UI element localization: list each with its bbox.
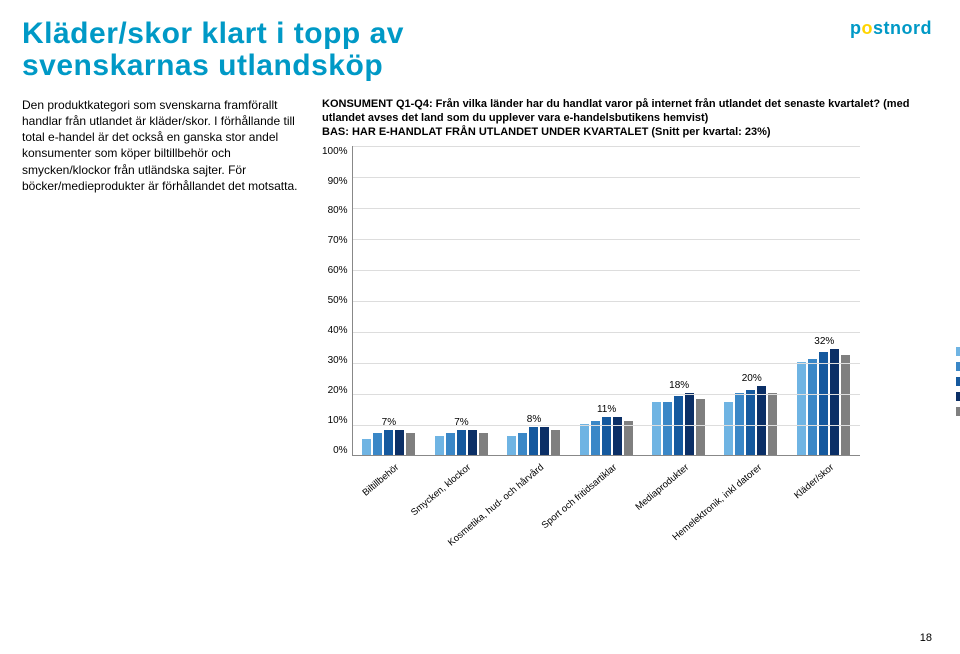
legend-swatch [956, 377, 960, 386]
y-tick-label: 40% [328, 325, 348, 336]
bar [624, 421, 633, 455]
y-tick-label: 60% [328, 265, 348, 276]
bar [551, 430, 560, 455]
gridline [353, 425, 860, 426]
chart-question-text: KONSUMENT Q1-Q4: Från vilka länder har d… [322, 97, 932, 140]
bar [652, 402, 661, 455]
y-tick-label: 30% [328, 355, 348, 366]
value-label: 20% [742, 373, 762, 384]
gridline [353, 301, 860, 302]
y-tick-label: 50% [328, 295, 348, 306]
value-label: 11% [597, 404, 616, 415]
logo-text-pre: p [850, 18, 862, 38]
bar [446, 433, 455, 455]
gridline [353, 239, 860, 240]
body-paragraph: Den produktkategori som svenskarna framf… [22, 97, 322, 576]
plot-area: 7% 7% 8% 11% 18% 20% 32% [352, 146, 860, 456]
bar [613, 417, 622, 454]
gridline [353, 332, 860, 333]
bar-chart: 100% 90% 80% 70% 60% 50% 40% 30% 20% 10% 0% 7% 7% 8%… [322, 146, 932, 576]
legend-swatch [956, 347, 960, 356]
y-tick-label: 80% [328, 205, 348, 216]
bar [768, 393, 777, 455]
x-tick-label: Kläder/skor [792, 462, 836, 501]
value-label: 18% [669, 380, 689, 391]
bar [395, 430, 404, 455]
bar [362, 439, 371, 455]
gridline [353, 146, 860, 147]
y-tick-label: 10% [328, 415, 348, 426]
legend-item: Q4 [956, 391, 960, 402]
page-title: Kläder/skor klart i topp av svenskarnas … [22, 18, 932, 83]
logo-text-post: stnord [873, 18, 932, 38]
bar [591, 421, 600, 455]
bar [518, 433, 527, 455]
legend: Q1 Q2 Q3 Q4 Årssnitt [956, 346, 960, 417]
bar [746, 390, 755, 455]
legend-item: Q3 [956, 376, 960, 387]
gridline [353, 270, 860, 271]
bar [540, 427, 549, 455]
y-tick-label: 90% [328, 176, 348, 187]
x-tick-label: Biltillbehör [360, 462, 401, 499]
legend-item: Q2 [956, 361, 960, 372]
bar [373, 433, 382, 455]
gridline [353, 208, 860, 209]
x-tick-label: Mediaprodukter [634, 462, 692, 513]
bar [529, 427, 538, 455]
bar [507, 436, 516, 455]
y-tick-label: 100% [322, 146, 348, 157]
bar [479, 433, 488, 455]
bar [602, 417, 611, 454]
value-label: 7% [382, 417, 396, 428]
brand-logo: postnord [850, 18, 932, 39]
bar [580, 424, 589, 455]
x-tick-label: Smycken, klockor [409, 462, 473, 518]
gridline [353, 177, 860, 178]
bar [384, 430, 393, 455]
bar [841, 355, 850, 454]
bar [663, 402, 672, 455]
title-line-2: svenskarnas utlandsköp [22, 49, 383, 82]
bar [696, 399, 705, 455]
y-axis: 100% 90% 80% 70% 60% 50% 40% 30% 20% 10% 0% [322, 146, 352, 456]
value-label: 32% [814, 336, 834, 347]
bar [457, 430, 466, 455]
value-label: 8% [527, 414, 541, 425]
legend-swatch [956, 407, 960, 416]
bar [735, 393, 744, 455]
bar [724, 402, 733, 455]
gridline [353, 363, 860, 364]
bar [685, 393, 694, 455]
x-tick-label: Sport och fritidsartiklar [539, 462, 618, 531]
x-axis: BiltillbehörSmycken, klockorKosmetika, h… [352, 456, 860, 576]
bar [797, 362, 806, 455]
legend-item: Q1 [956, 346, 960, 357]
y-tick-label: 0% [333, 445, 347, 456]
bar [819, 352, 828, 454]
legend-item: Årssnitt [956, 406, 960, 417]
legend-swatch [956, 392, 960, 401]
bar [406, 433, 415, 455]
bar [808, 359, 817, 455]
page-number: 18 [920, 632, 932, 644]
bar [468, 430, 477, 455]
bar [757, 386, 766, 454]
bar [830, 349, 839, 454]
bar [435, 436, 444, 455]
logo-text-o: o [862, 18, 874, 38]
gridline [353, 394, 860, 395]
title-line-1: Kläder/skor klart i topp av [22, 17, 404, 50]
y-tick-label: 20% [328, 385, 348, 396]
value-label: 7% [454, 417, 468, 428]
legend-swatch [956, 362, 960, 371]
y-tick-label: 70% [328, 235, 348, 246]
